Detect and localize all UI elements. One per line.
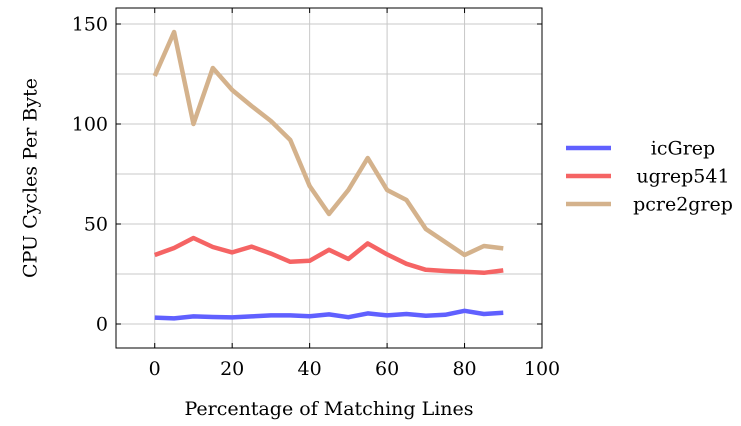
legend: icGrep ugrep541 pcre2grep <box>566 138 733 216</box>
y-tick-label: 50 <box>84 214 108 236</box>
x-tick-label: 0 <box>149 358 161 380</box>
x-tick-label: 40 <box>298 358 322 380</box>
x-tick-label: 20 <box>220 358 244 380</box>
axis-ticks: 0 20 40 60 80 100 0 50 100 150 <box>72 8 560 380</box>
y-tick-label: 100 <box>72 114 108 136</box>
legend-label-ugrep541: ugrep541 <box>636 166 729 188</box>
series-lines <box>152 29 504 321</box>
series-line-icgrep <box>154 308 504 321</box>
x-tick-label: 80 <box>452 358 476 380</box>
x-tick-label: 100 <box>524 358 560 380</box>
legend-label-icgrep: icGrep <box>651 138 715 160</box>
y-tick-label: 150 <box>72 14 108 36</box>
plot-frame <box>115 7 543 349</box>
series-line-ugrep541 <box>153 235 504 276</box>
x-tick-label: 60 <box>375 358 399 380</box>
legend-label-pcre2grep: pcre2grep <box>633 194 733 216</box>
series-line-pcre2grep <box>152 29 504 258</box>
y-tick-label: 0 <box>96 314 108 336</box>
x-axis-title: Percentage of Matching Lines <box>184 398 473 420</box>
y-axis-title: CPU Cycles Per Byte <box>20 78 42 278</box>
